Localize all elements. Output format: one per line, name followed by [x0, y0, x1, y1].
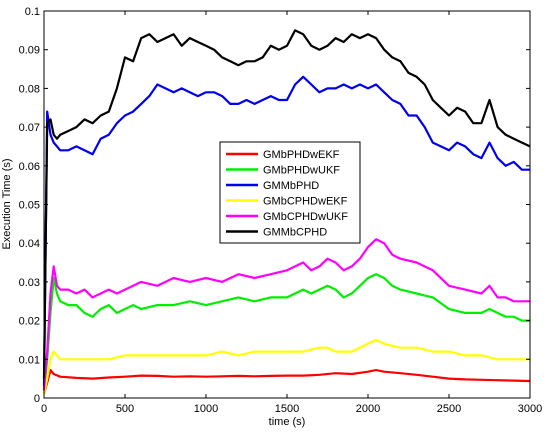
series-line-0 [42, 369, 531, 395]
x-tick-label-5: 2500 [437, 403, 461, 415]
x-tick-label-0: 0 [41, 403, 47, 415]
y-tick-label-8: 0.08 [19, 83, 40, 95]
x-tick-label-3: 1500 [275, 403, 299, 415]
legend-box [219, 141, 361, 244]
series-line-3 [42, 338, 530, 395]
series-line-5 [42, 29, 531, 379]
y-tick-label-4: 0.04 [19, 238, 40, 250]
x-axis-label: time (s) [269, 416, 306, 428]
y-tick-label-1: 0.01 [19, 354, 40, 366]
y-tick-label-10: 0.1 [25, 6, 40, 18]
x-tick-label-4: 2000 [356, 403, 380, 415]
y-axis-label: Execution Time (s) [1, 158, 13, 249]
series-line-2 [42, 75, 530, 387]
legend-label-2: GMMbPHD [263, 180, 319, 192]
x-tick-label-1: 500 [116, 403, 134, 415]
legend-label-5: GMMbCPHD [263, 227, 327, 239]
y-tick-label-0: 0 [34, 393, 40, 405]
legend-label-3: GMbCPHDwEKF [263, 196, 348, 208]
series-line-1 [42, 273, 530, 391]
y-tick-label-7: 0.07 [19, 122, 40, 134]
x-tick-label-2: 1000 [194, 403, 218, 415]
legend-label-0: GMbPHDwEKF [263, 149, 340, 161]
legend-label-1: GMbPHDwUKF [263, 165, 340, 177]
ticks-layer: 0 500 1000 1500 2000 2500 3000 0 0.01 0.02 0.03 0.0… [19, 6, 543, 415]
x-tick-label-6: 3000 [518, 403, 542, 415]
series-layer [42, 29, 531, 395]
legend: GMbPHDwEKF GMbPHDwUKF GMMbPHD GMbCPHDwEKF GM… [219, 141, 361, 244]
y-tick-label-6: 0.06 [19, 161, 40, 173]
y-tick-label-3: 0.03 [19, 277, 40, 289]
y-tick-label-2: 0.02 [19, 316, 40, 328]
legend-label-4: GMbCPHDwUKF [263, 211, 348, 223]
series-line-4 [42, 238, 530, 391]
y-tick-label-5: 0.05 [19, 200, 40, 212]
y-tick-label-9: 0.09 [19, 45, 40, 57]
